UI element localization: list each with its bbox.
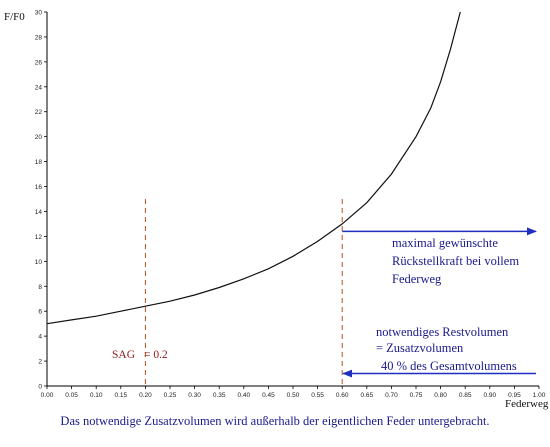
arrows <box>342 227 537 378</box>
y-tick-label: 22 <box>35 109 43 116</box>
y-tick-label: 2 <box>38 359 42 366</box>
x-axis-label: Federweg <box>505 398 549 410</box>
annotation-max-line-1: maximal gewünschte <box>392 236 498 250</box>
x-tick-label: 0.50 <box>287 392 300 399</box>
y-tick-label: 6 <box>38 309 42 316</box>
annotation-max-line-2: Rückstellkraft bei vollem <box>392 254 519 268</box>
y-tick-label: 14 <box>35 209 43 216</box>
annotation-rest-line-3: 40 % des Gesamtvolumens <box>381 359 517 373</box>
ticks: 0.00 0.05 0.10 0.15 0.20 0.25 0.30 0.35 0.40 0.45… <box>35 10 546 400</box>
annotation-rest-line-2: = Zusatzvolumen <box>376 341 464 355</box>
series <box>46 11 461 325</box>
y-tick-label: 28 <box>35 34 43 41</box>
y-tick-label: 0 <box>38 384 42 391</box>
y-tick-label: 26 <box>35 59 43 66</box>
x-tick-label: 0.10 <box>90 392 103 399</box>
x-tick-label: 0.15 <box>114 392 127 399</box>
y-tick-label: 8 <box>38 284 42 291</box>
caption: Das notwendige Zusatzvolumen wird außerh… <box>60 414 490 428</box>
sag-label: SAG <box>112 349 135 361</box>
x-tick-label: 0.00 <box>41 392 54 399</box>
x-tick-label: 0.95 <box>508 392 521 399</box>
y-tick-label: 10 <box>35 259 43 266</box>
chart: 0.00 0.05 0.10 0.15 0.20 0.25 0.30 0.35 0.40 0.45… <box>4 10 549 411</box>
y-tick-label: 16 <box>35 184 43 191</box>
y-axis-label: F/F0 <box>4 11 25 23</box>
x-tick-label: 0.25 <box>164 392 177 399</box>
x-tick-label: 0.35 <box>213 392 226 399</box>
markers <box>144 199 343 386</box>
force-curve <box>46 11 461 325</box>
y-tick-label: 24 <box>35 84 43 91</box>
y-tick-label: 30 <box>35 10 43 17</box>
sag-value: = 0.2 <box>144 349 168 361</box>
x-tick-label: 0.70 <box>385 392 398 399</box>
x-tick-label: 0.85 <box>459 392 472 399</box>
x-tick-label: 0.20 <box>139 392 152 399</box>
x-tick-label: 0.80 <box>434 392 447 399</box>
y-tick-label: 4 <box>38 334 42 341</box>
x-tick-label: 0.60 <box>336 392 349 399</box>
y-tick-label: 18 <box>35 159 43 166</box>
x-tick-label: 0.30 <box>188 392 201 399</box>
x-tick-label: 0.45 <box>262 392 275 399</box>
y-tick-label: 20 <box>35 134 43 141</box>
y-tick-label: 12 <box>35 234 43 241</box>
annotation-rest-line-1: notwendiges Restvolumen <box>376 325 509 339</box>
x-tick-label: 0.05 <box>65 392 78 399</box>
x-tick-label: 0.55 <box>311 392 324 399</box>
x-tick-label: 0.40 <box>237 392 250 399</box>
x-tick-label: 1.00 <box>533 392 546 399</box>
annotation-max-line-3: Federweg <box>392 272 442 286</box>
x-tick-label: 0.90 <box>483 392 496 399</box>
x-tick-label: 0.65 <box>360 392 373 399</box>
x-tick-label: 0.75 <box>410 392 423 399</box>
